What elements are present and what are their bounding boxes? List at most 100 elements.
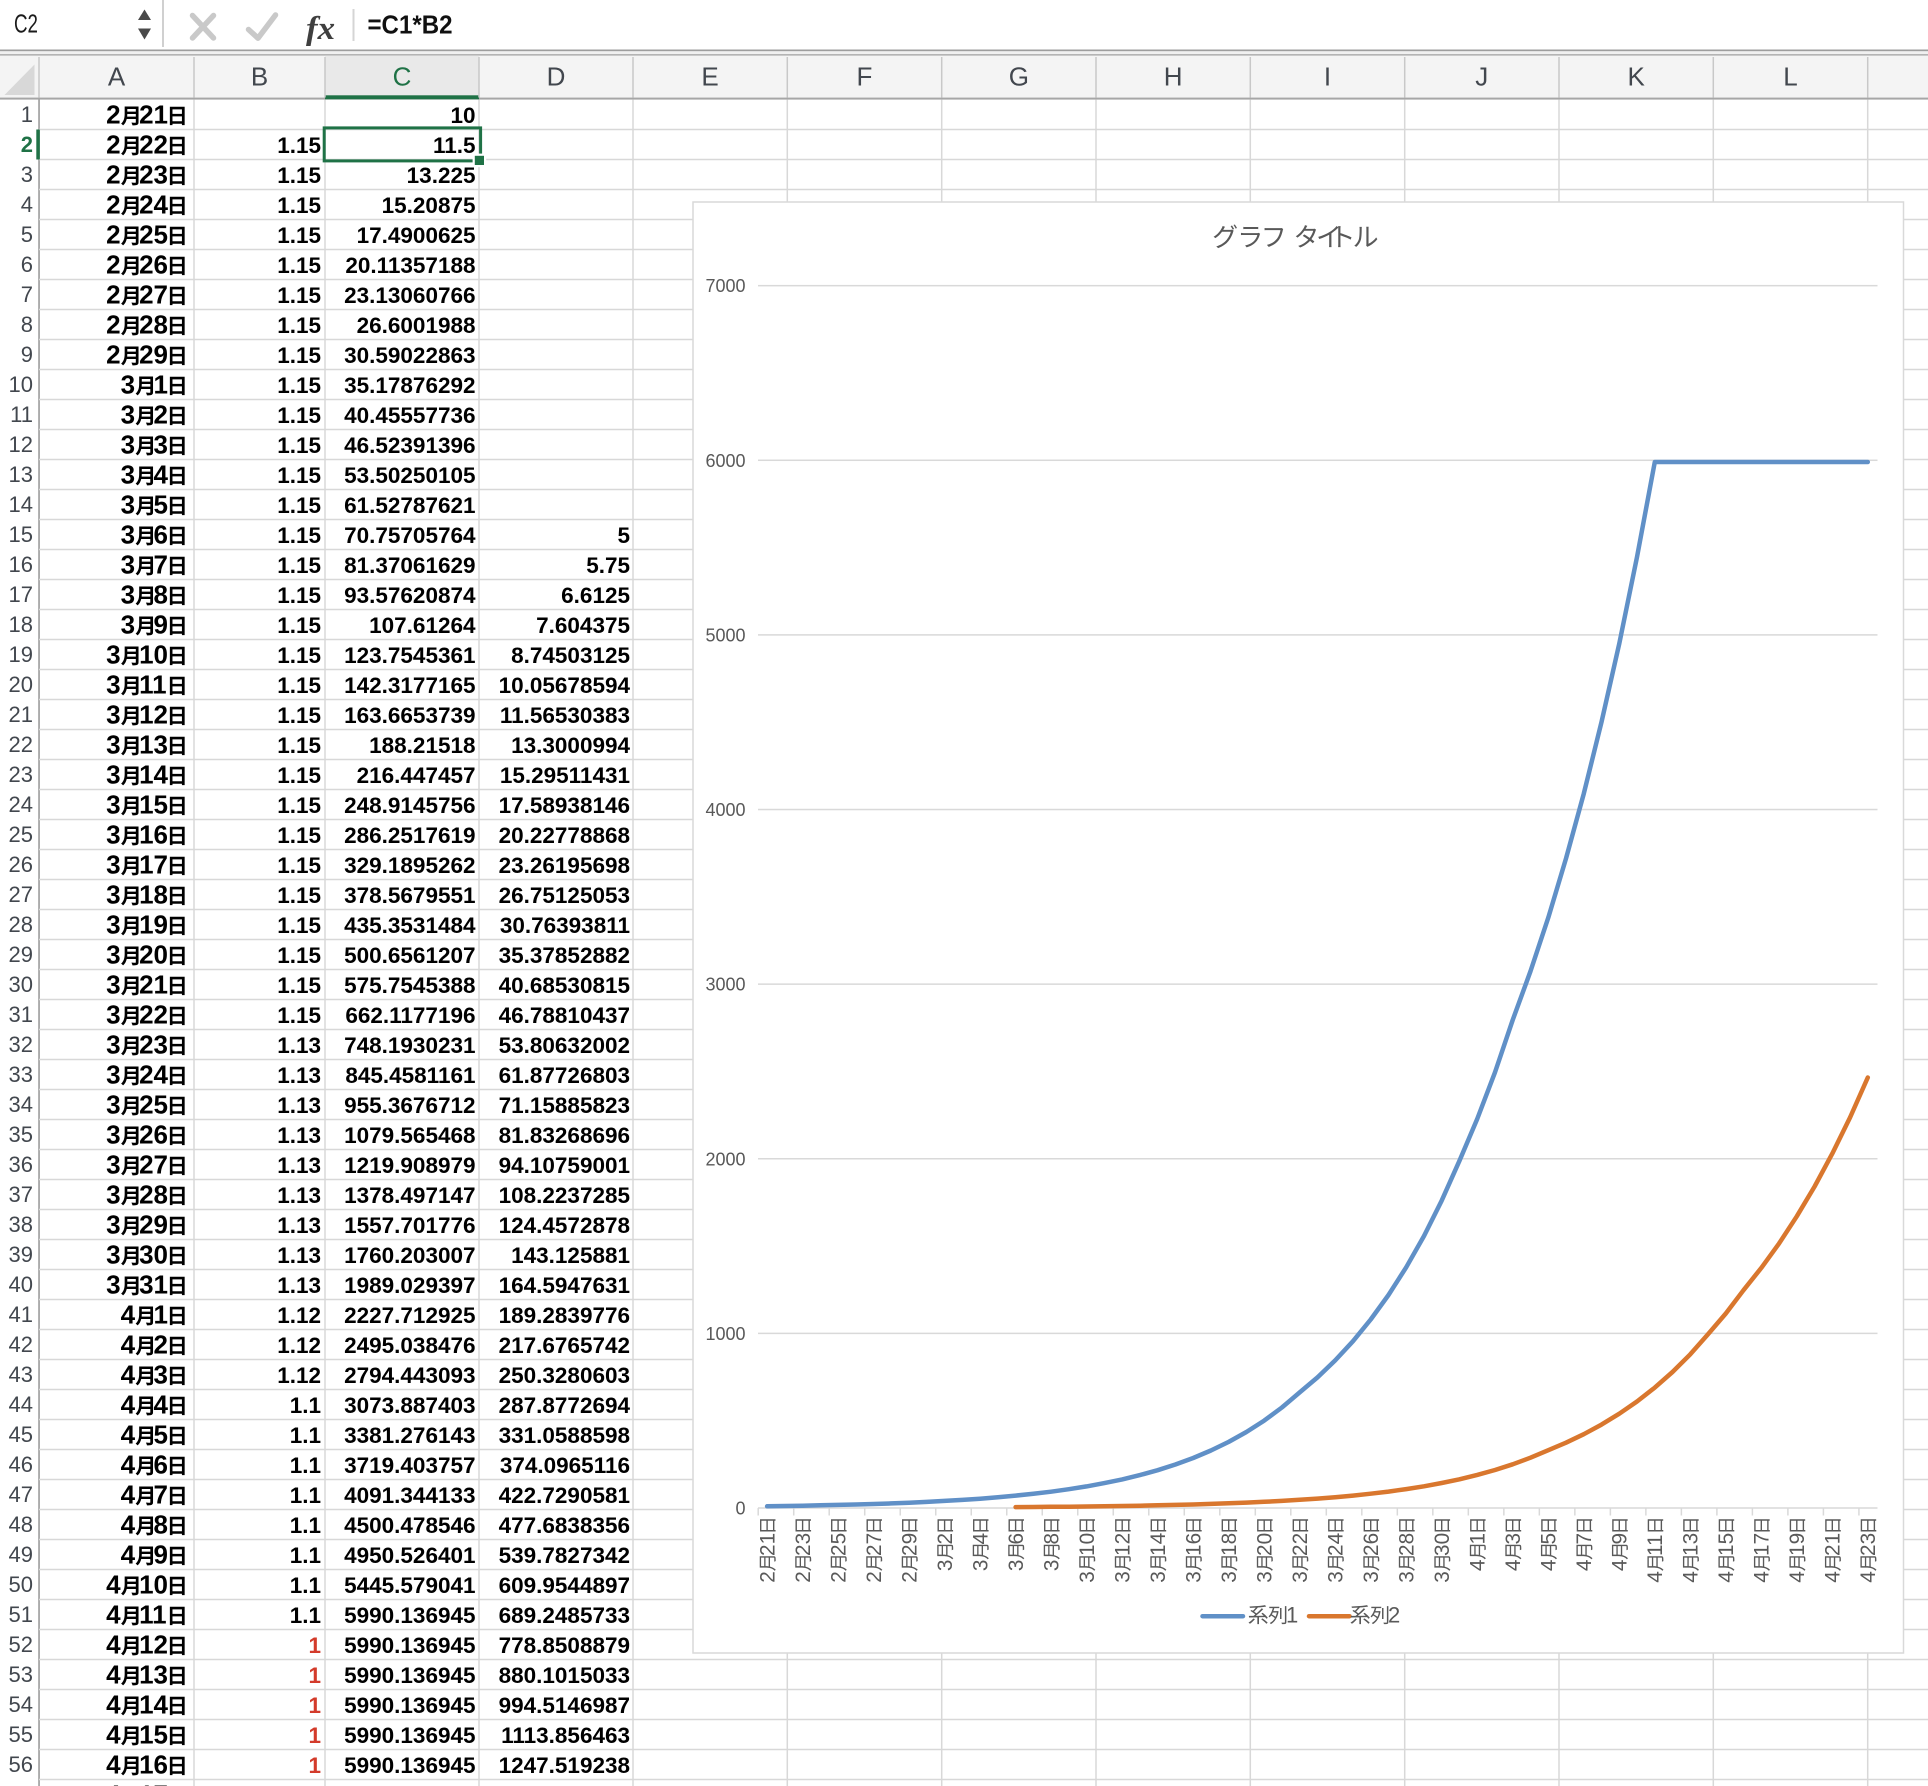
svg-text:2: 2	[106, 130, 120, 160]
svg-text:13.3000994: 13.3000994	[511, 733, 630, 758]
svg-text:539.7827342: 539.7827342	[499, 1543, 630, 1568]
svg-text:13: 13	[1680, 1533, 1703, 1556]
svg-text:142.3177165: 142.3177165	[344, 673, 475, 698]
svg-text:1: 1	[308, 1663, 321, 1688]
svg-text:1397: 1397	[580, 1783, 630, 1786]
svg-text:13: 13	[139, 730, 168, 760]
svg-text:1: 1	[154, 370, 168, 400]
svg-text:3073.887403: 3073.887403	[344, 1393, 475, 1418]
svg-text:1.15: 1.15	[277, 163, 321, 188]
svg-text:1.15: 1.15	[277, 973, 321, 998]
svg-text:286.2517619: 286.2517619	[344, 823, 475, 848]
svg-text:3: 3	[121, 610, 135, 640]
svg-text:33: 33	[9, 1062, 33, 1087]
svg-text:43: 43	[9, 1362, 33, 1387]
svg-text:378.5679551: 378.5679551	[344, 883, 475, 908]
svg-text:189.2839776: 189.2839776	[499, 1303, 630, 1328]
svg-text:4: 4	[106, 1780, 121, 1786]
svg-text:1.12: 1.12	[277, 1303, 321, 1328]
svg-text:15: 15	[139, 790, 168, 820]
svg-text:40.45557736: 40.45557736	[344, 403, 475, 428]
svg-text:K: K	[1628, 62, 1646, 92]
svg-text:50: 50	[9, 1572, 33, 1597]
svg-text:3: 3	[934, 1560, 957, 1572]
svg-text:1247.519238: 1247.519238	[499, 1753, 630, 1778]
svg-text:1.15: 1.15	[277, 373, 321, 398]
svg-text:3: 3	[106, 910, 120, 940]
svg-text:12: 12	[1111, 1533, 1134, 1556]
svg-text:1.15: 1.15	[277, 613, 321, 638]
svg-text:3: 3	[1040, 1560, 1063, 1572]
svg-text:28: 28	[139, 310, 168, 340]
svg-text:2: 2	[154, 400, 168, 430]
svg-text:23: 23	[792, 1533, 815, 1556]
svg-text:27: 27	[139, 1150, 168, 1180]
svg-text:6: 6	[21, 252, 33, 277]
svg-text:G: G	[1009, 62, 1029, 92]
svg-text:45: 45	[9, 1422, 33, 1447]
svg-text:5000: 5000	[705, 625, 745, 645]
svg-text:46.52391396: 46.52391396	[344, 433, 475, 458]
svg-text:3: 3	[21, 162, 33, 187]
svg-text:3: 3	[106, 1150, 120, 1180]
svg-text:1.13: 1.13	[277, 1063, 321, 1088]
svg-text:3: 3	[1182, 1571, 1205, 1583]
svg-text:20.11357188: 20.11357188	[345, 253, 475, 278]
svg-text:1.15: 1.15	[277, 823, 321, 848]
svg-text:1: 1	[308, 1753, 321, 1778]
svg-text:422.7290581: 422.7290581	[499, 1483, 630, 1508]
svg-text:250.3280603: 250.3280603	[499, 1363, 630, 1388]
svg-text:2227.712925: 2227.712925	[344, 1303, 475, 1328]
svg-text:13: 13	[139, 1660, 168, 1690]
svg-text:7.604375: 7.604375	[536, 613, 630, 638]
svg-text:108.2237285: 108.2237285	[499, 1183, 630, 1208]
svg-text:4: 4	[1609, 1560, 1632, 1572]
svg-text:40.68530815: 40.68530815	[499, 973, 630, 998]
svg-text:1: 1	[308, 1693, 321, 1718]
svg-text:3: 3	[121, 400, 135, 430]
svg-text:20: 20	[1253, 1533, 1276, 1556]
svg-text:2: 2	[106, 280, 120, 310]
svg-text:1.15: 1.15	[277, 523, 321, 548]
svg-text:1: 1	[154, 1300, 168, 1330]
svg-text:3: 3	[106, 1030, 120, 1060]
svg-text:5990.136945: 5990.136945	[344, 1603, 475, 1628]
svg-text:B: B	[251, 62, 268, 92]
svg-text:22: 22	[139, 130, 168, 160]
svg-text:1.1: 1.1	[290, 1393, 321, 1418]
svg-text:39: 39	[9, 1242, 33, 1267]
svg-text:10: 10	[139, 1570, 168, 1600]
svg-text:28: 28	[1395, 1533, 1418, 1556]
svg-text:3: 3	[121, 430, 135, 460]
svg-text:4: 4	[106, 1720, 121, 1750]
svg-text:217.6765742: 217.6765742	[499, 1333, 630, 1358]
svg-text:4: 4	[154, 460, 169, 490]
svg-text:16: 16	[1182, 1533, 1205, 1556]
svg-text:3: 3	[106, 1060, 120, 1090]
svg-text:26: 26	[139, 250, 168, 280]
svg-text:329.1895262: 329.1895262	[344, 853, 475, 878]
svg-text:7: 7	[21, 282, 33, 307]
svg-text:4: 4	[106, 1630, 121, 1660]
svg-text:5990.136945: 5990.136945	[344, 1723, 475, 1748]
svg-text:2: 2	[21, 132, 33, 157]
svg-text:4: 4	[1857, 1571, 1880, 1583]
svg-text:3: 3	[1289, 1571, 1312, 1583]
svg-text:1113.856463: 1113.856463	[501, 1723, 630, 1748]
svg-text:3381.276143: 3381.276143	[344, 1423, 475, 1448]
svg-text:8: 8	[21, 312, 33, 337]
svg-text:4: 4	[106, 1570, 121, 1600]
svg-text:70.75705764: 70.75705764	[344, 523, 476, 548]
svg-text:4: 4	[1502, 1560, 1525, 1572]
svg-text:1.15: 1.15	[277, 493, 321, 518]
svg-text:4950.526401: 4950.526401	[344, 1543, 475, 1568]
svg-text:248.9145756: 248.9145756	[344, 793, 475, 818]
svg-text:5990.136945: 5990.136945	[344, 1633, 475, 1658]
svg-text:2794.443093: 2794.443093	[344, 1363, 475, 1388]
svg-text:L: L	[1783, 62, 1797, 92]
svg-text:15: 15	[9, 522, 33, 547]
svg-text:188.21518: 188.21518	[369, 733, 475, 758]
svg-text:26.75125053: 26.75125053	[499, 883, 630, 908]
svg-text:4: 4	[121, 1450, 136, 1480]
svg-text:23.13060766: 23.13060766	[344, 283, 475, 308]
